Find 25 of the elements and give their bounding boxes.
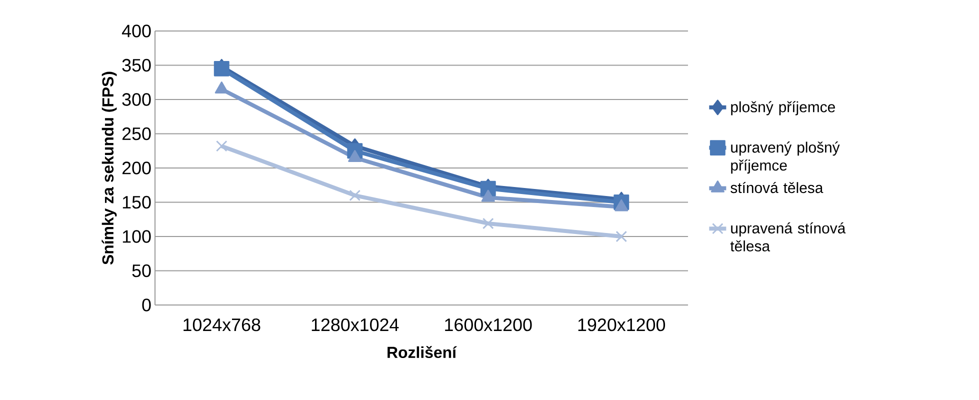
point	[216, 140, 228, 152]
y-tick-label: 100	[122, 230, 151, 243]
point	[616, 230, 628, 242]
point	[348, 150, 362, 162]
y-tick-label: 200	[122, 162, 151, 174]
x-tick-label: 1280x1024	[312, 318, 399, 332]
y-tick-label: 250	[122, 127, 151, 140]
legend-label: plošný příjemce	[731, 101, 835, 116]
legend-label: stínová tělesa	[730, 182, 824, 194]
legend-label: upravený plošný příjemce	[731, 142, 840, 174]
y-tick-label: 300	[122, 93, 151, 106]
y-tick-label: 50	[132, 264, 151, 278]
y-tick-label: 150	[122, 196, 151, 209]
legend-label: upravená stínová tělesa	[730, 222, 846, 252]
x-tick-label: 1600x1200	[445, 318, 532, 332]
point	[214, 82, 228, 94]
y-tick-label: 400	[122, 24, 151, 38]
x-tick-label: 1024x768	[184, 318, 260, 332]
point	[349, 190, 361, 202]
point	[482, 218, 494, 230]
y-tick-label: 0	[142, 298, 151, 312]
y-axis-title: Snímky za sekundu (FPS)	[102, 72, 117, 265]
x-axis-title: Rozlišení	[388, 346, 457, 358]
y-tick-label: 350	[122, 58, 151, 72]
x-tick-label: 1920x1200	[578, 318, 666, 332]
